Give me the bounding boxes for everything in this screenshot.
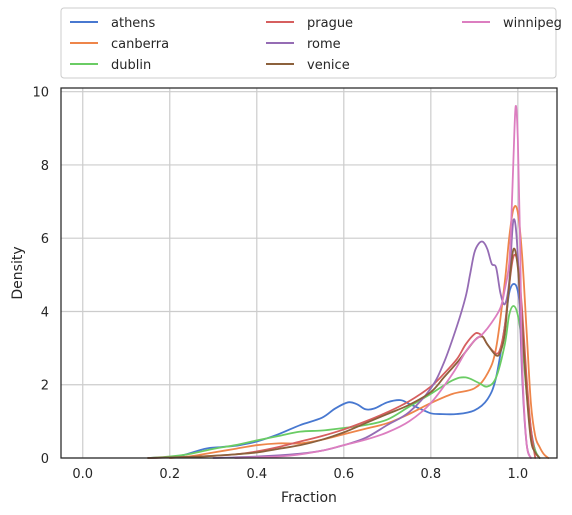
x-axis-label: Fraction <box>281 490 337 506</box>
series-line-prague <box>147 253 537 459</box>
y-tick-1: 2 <box>41 379 49 394</box>
legend-item-canberra: canberra <box>70 37 169 52</box>
legend: athens canberra dublin prague rome venice winn… <box>60 7 562 79</box>
x-tick-0: 0.0 <box>72 467 93 482</box>
y-tick-4: 8 <box>41 159 49 174</box>
legend-item-athens: athens <box>70 16 156 31</box>
legend-label-winnipeg: winnipeg <box>503 16 562 31</box>
legend-frame <box>60 7 557 79</box>
legend-item-winnipeg: winnipeg <box>462 16 562 31</box>
x-tick-2: 0.4 <box>246 467 267 482</box>
y-tick-5: 10 <box>32 86 49 101</box>
y-axis-label: Density <box>10 246 26 299</box>
gridlines <box>61 88 557 459</box>
x-tick-5: 1.0 <box>507 467 528 482</box>
x-tick-4: 0.8 <box>420 467 441 482</box>
y-tick-labels: 0 2 4 6 8 10 <box>32 86 49 467</box>
plot-frame <box>60 87 558 459</box>
series-line-winnipeg <box>234 105 532 459</box>
legend-label-canberra: canberra <box>111 37 169 52</box>
legend-label-prague: prague <box>307 16 353 31</box>
legend-label-rome: rome <box>307 37 341 52</box>
y-tick-2: 4 <box>41 305 49 320</box>
legend-item-venice: venice <box>266 58 350 73</box>
y-tick-3: 6 <box>41 232 49 247</box>
series-lines <box>147 105 550 459</box>
x-tick-3: 0.6 <box>333 467 354 482</box>
legend-label-venice: venice <box>307 58 350 73</box>
legend-item-prague: prague <box>266 16 353 31</box>
y-tick-0: 0 <box>41 452 49 467</box>
x-tick-1: 0.2 <box>159 467 180 482</box>
series-line-canberra <box>168 205 550 459</box>
legend-item-dublin: dublin <box>70 58 151 73</box>
legend-item-rome: rome <box>266 37 341 52</box>
legend-label-athens: athens <box>111 16 156 31</box>
legend-label-dublin: dublin <box>111 58 151 73</box>
x-tick-labels: 0.0 0.2 0.4 0.6 0.8 1.0 <box>72 467 528 482</box>
